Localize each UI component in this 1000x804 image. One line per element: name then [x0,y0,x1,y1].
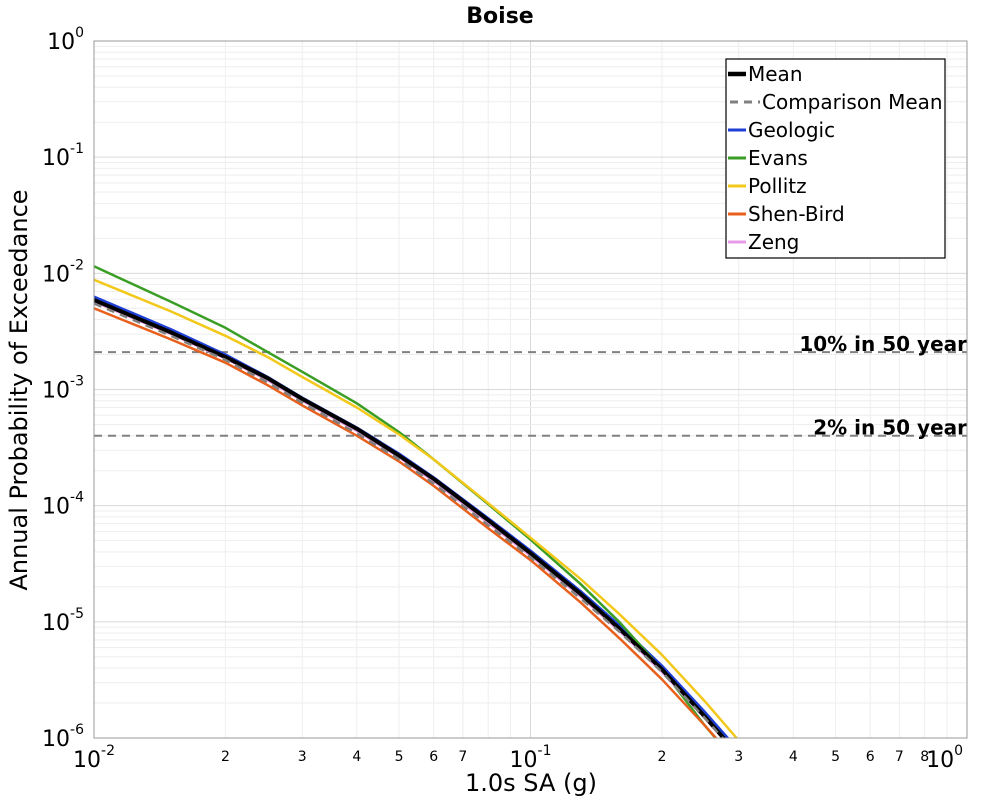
legend: Mean Comparison Mean Geologic Evans Pollitz S… [725,58,946,259]
y-tick-label: 10-5 [42,606,84,636]
legend-label: Zeng [748,230,799,254]
x-minor-tick-label: 5 [831,749,840,765]
x-minor-tick-label: 6 [866,749,875,765]
x-minor-tick-label: 6 [429,749,438,765]
y-tick-label: 10-2 [42,257,84,287]
x-minor-tick-label: 4 [789,749,798,765]
series-line-mean [94,298,727,738]
series-layer [94,265,739,738]
y-tick-label: 10-4 [42,490,84,520]
legend-label: Shen-Bird [748,202,845,226]
x-minor-tick-label: 4 [352,749,361,765]
legend-label: Evans [748,146,808,170]
legend-label: Comparison Mean [762,90,943,114]
y-tick-label: 10-1 [42,141,84,171]
reference-line-label: 2% in 50 year [813,416,967,440]
legend-label: Mean [748,62,803,86]
x-minor-tick-label: 7 [895,749,904,765]
series-line-pollitz [94,278,739,738]
chart-title: Boise [466,4,533,29]
x-tick-label: 10-2 [73,743,115,773]
y-tick-label: 100 [47,25,84,55]
y-tick-label: 10-3 [42,374,84,404]
x-minor-tick-label: 8 [920,749,929,765]
x-minor-tick-label: 7 [458,749,467,765]
x-minor-tick-label: 2 [657,749,666,765]
series-line-zeng [94,300,725,738]
x-minor-tick-label: 5 [395,749,404,765]
x-tick-label: 10-1 [510,743,552,773]
x-minor-tick-label: 3 [734,749,743,765]
legend-label: Geologic [748,118,835,142]
plot-frame [93,40,968,739]
reference-line-label: 10% in 50 year [799,332,967,356]
reference-lines: 10% in 50 year 2% in 50 year [94,332,967,440]
y-tick-label: 10-6 [42,722,84,752]
legend-box [725,58,946,259]
x-axis-label: 1.0s SA (g) [465,769,597,797]
x-tick-label: 100 [926,743,963,773]
y-axis-label: Annual Probability of Exceedance [5,189,33,590]
x-minor-tick-label: 2 [221,749,230,765]
series-line-comparison-mean [94,302,725,738]
legend-label: Pollitz [748,174,807,198]
series-line-shen-bird [94,307,718,738]
series-line-geologic [94,295,730,738]
x-minor-tick-label: 3 [298,749,307,765]
